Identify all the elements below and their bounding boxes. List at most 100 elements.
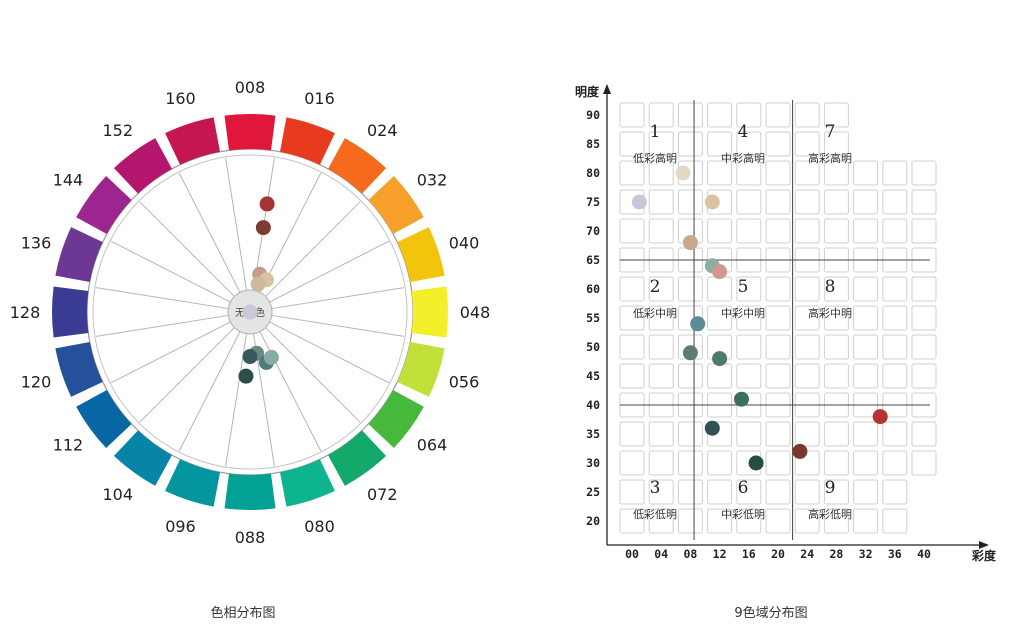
zone-number-7: 7	[825, 122, 836, 142]
y-tick-85: 85	[586, 137, 600, 151]
x-axis-title: 彩度	[971, 548, 997, 563]
hue-segment-096	[165, 459, 221, 507]
hue-segment-120	[55, 341, 103, 397]
grid-cell	[736, 189, 762, 215]
hue-label-120: 120	[21, 373, 52, 392]
wheel-spoke	[265, 327, 361, 423]
zone-label-7: 高彩高明	[808, 151, 852, 165]
grid-cell	[736, 508, 762, 534]
x-tick-16: 16	[742, 547, 756, 561]
x-axis-arrow	[979, 541, 989, 549]
grid-cell	[648, 305, 674, 331]
zone-label-1: 低彩高明	[633, 151, 677, 165]
grid-cell	[648, 450, 674, 476]
grid-cell	[882, 305, 908, 331]
hue-wheel-chart: 008 016 024 032 040 048 056 064 072 080 088 096 104 1…	[10, 78, 491, 547]
grid-cell	[619, 421, 645, 447]
grid-cell	[765, 218, 791, 244]
grid-cell	[882, 508, 908, 534]
grid-cell	[794, 421, 820, 447]
grid-cell	[765, 421, 791, 447]
grid-cell	[882, 189, 908, 215]
x-tick-36: 36	[888, 547, 902, 561]
grid-cell	[794, 508, 820, 534]
hue-segment-152	[113, 138, 172, 194]
y-tick-80: 80	[586, 166, 600, 180]
y-tick-55: 55	[586, 311, 600, 325]
grid-cell	[707, 305, 733, 331]
wheel-spoke	[110, 240, 231, 303]
grid-cell	[619, 131, 645, 157]
zone-number-4: 4	[738, 122, 749, 142]
grid-cell	[648, 276, 674, 302]
grid-cell	[736, 131, 762, 157]
grid-cell	[794, 305, 820, 331]
zone-number-5: 5	[738, 277, 749, 297]
grid-cell	[736, 160, 762, 186]
grid-cell	[736, 305, 762, 331]
grid-cell	[648, 334, 674, 360]
zone-point-14	[872, 409, 888, 425]
hue-point-2	[255, 220, 271, 236]
y-tick-40: 40	[586, 398, 600, 412]
hue-segment-128	[52, 286, 89, 338]
grid-cell	[765, 189, 791, 215]
zone-label-3: 低彩低明	[633, 508, 677, 521]
hue-segment-024	[328, 138, 387, 194]
zone-point-9	[712, 351, 728, 367]
grid-cell	[882, 276, 908, 302]
grid-cell	[911, 305, 937, 331]
zone-point-1	[631, 194, 647, 210]
zone-point-6	[712, 264, 728, 280]
grid-cell	[882, 363, 908, 389]
hue-segment-032	[368, 175, 424, 234]
grid-cell	[823, 131, 849, 157]
grid-cell	[736, 218, 762, 244]
grid-cell	[882, 160, 908, 186]
hue-point-1	[259, 196, 275, 212]
grid-cell	[736, 421, 762, 447]
grid-cell	[707, 479, 733, 505]
grid-cell	[794, 102, 820, 128]
y-tick-90: 90	[586, 108, 600, 122]
hue-segment-040	[397, 227, 445, 283]
grid-cell	[911, 189, 937, 215]
grid-cell	[794, 479, 820, 505]
hue-point-10	[238, 368, 254, 384]
grid-cell	[823, 363, 849, 389]
grid-cell	[619, 334, 645, 360]
hue-chart-caption: 色相分布图	[210, 606, 276, 621]
grid-cell	[677, 479, 703, 505]
zone-number-3: 3	[650, 478, 661, 498]
hue-segment-160	[165, 117, 221, 165]
zone-point-4	[682, 235, 698, 251]
grid-cell	[853, 305, 879, 331]
hue-segment-144	[76, 175, 132, 234]
grid-cell	[648, 131, 674, 157]
wheel-spoke	[225, 157, 248, 291]
grid-cell	[911, 334, 937, 360]
zone-label-6: 中彩低明	[721, 508, 765, 521]
grid-cell	[765, 363, 791, 389]
zone-label-5: 中彩中明	[721, 307, 765, 320]
grid-cell	[736, 102, 762, 128]
grid-cell	[794, 218, 820, 244]
grid-cell	[794, 334, 820, 360]
x-tick-20: 20	[771, 547, 785, 561]
grid-cell	[736, 276, 762, 302]
grid-cell	[619, 508, 645, 534]
grid-cell	[765, 276, 791, 302]
hue-label-008: 008	[235, 78, 266, 97]
hue-segment-088	[224, 473, 276, 511]
grid-cell	[677, 276, 703, 302]
hue-segment-136	[55, 227, 103, 283]
zone-chart-caption: 9色域分布图	[734, 606, 808, 621]
grid-cell	[736, 334, 762, 360]
hue-label-072: 072	[367, 485, 398, 504]
grid-cell	[882, 218, 908, 244]
grid-cell	[677, 508, 703, 534]
grid-cell	[677, 450, 703, 476]
grid-cell	[882, 334, 908, 360]
